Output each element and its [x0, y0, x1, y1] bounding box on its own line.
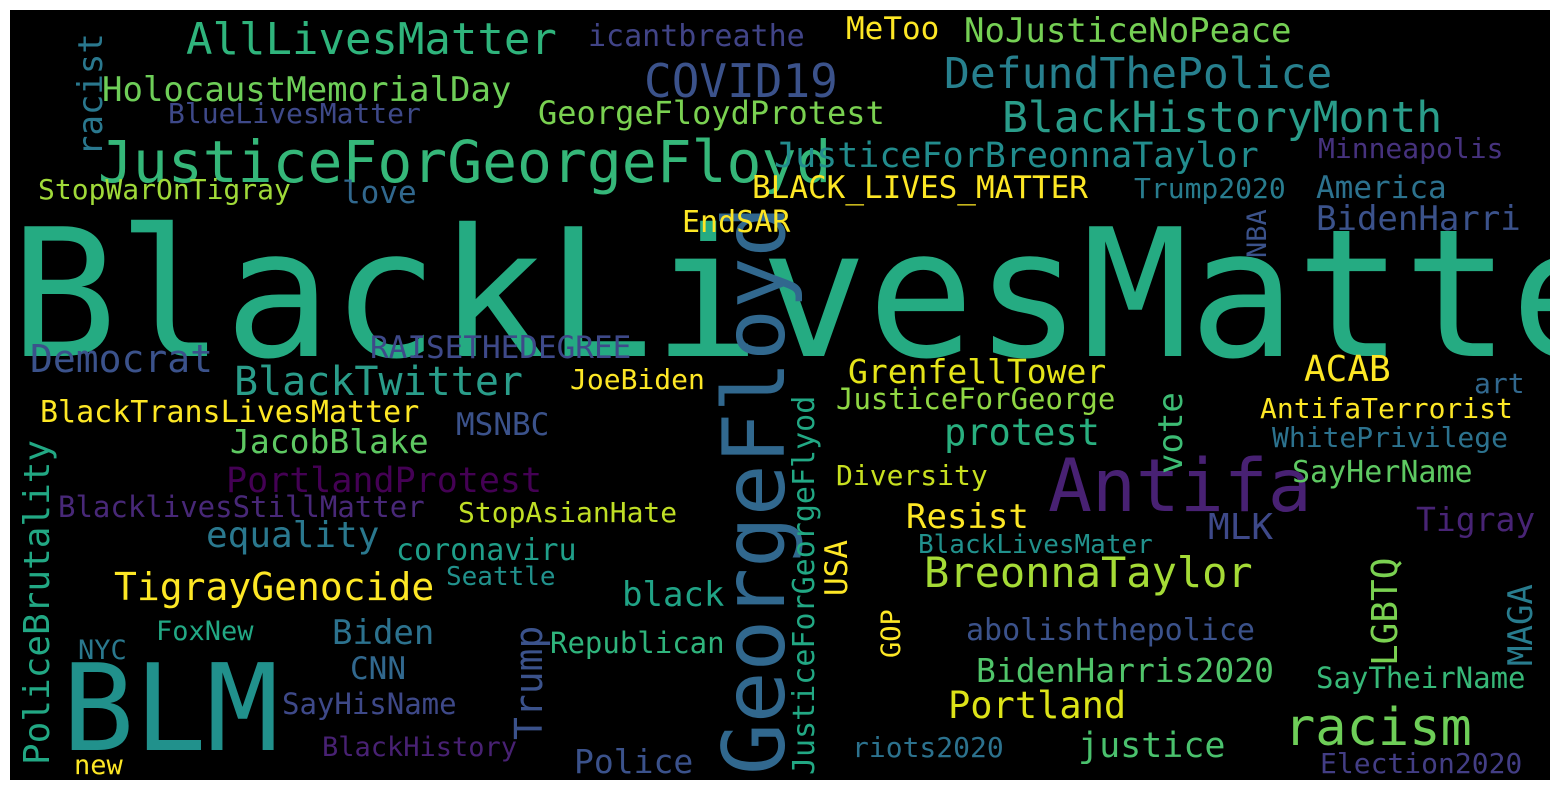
word-sayhisname: SayHisName	[282, 687, 457, 721]
word-minneapolis: Minneapolis	[1318, 132, 1504, 165]
word-antifaterrorist: AntifaTerrorist	[1260, 392, 1513, 425]
word-black: black	[622, 575, 725, 615]
word-covid19: COVID19	[644, 54, 838, 108]
word-blacktwitter: BlackTwitter	[234, 359, 523, 405]
word-blacklivesmater: BlackLivesMater	[918, 530, 1153, 560]
word-election2020: Election2020	[1320, 747, 1523, 780]
word-usa: USA	[819, 540, 855, 596]
word-justiceforgeorgeflyod: JusticeForGeorgeFlyod	[787, 395, 822, 775]
word-riots2020: riots2020	[852, 731, 1004, 764]
word-protest: protest	[944, 411, 1100, 454]
word-racism: racism	[1284, 698, 1472, 758]
word-endsar: EndSAR	[682, 205, 791, 240]
word-equality: equality	[206, 515, 380, 556]
word-icantbreathe: icantbreathe	[588, 19, 805, 54]
word-sayhername: SayHerName	[1292, 455, 1473, 490]
word-tigraygenocide: TigrayGenocide	[114, 565, 435, 609]
word-nba: NBA	[1242, 209, 1273, 258]
word-joebiden: JoeBiden	[570, 363, 705, 396]
word-cnn: CNN	[350, 651, 406, 687]
word-defundthepolice: DefundThePolice	[944, 49, 1333, 99]
word-biden: Biden	[332, 613, 435, 653]
word-holocaustmemorialday: HolocaustMemorialDay	[102, 70, 512, 110]
word-georgefloydprotest: GeorgeFloydProtest	[538, 94, 885, 132]
word-justiceforgeorgefloyd: JusticeForGeorgeFloyd	[98, 128, 832, 196]
word-maga: MAGA	[1501, 584, 1541, 666]
word-acab: ACAB	[1304, 349, 1391, 390]
word-mlk: MLK	[1208, 507, 1274, 548]
word-jacobblake: JacobBlake	[230, 422, 429, 461]
word-racist: racist	[71, 33, 111, 156]
word-blacklivesmatter: BlackLivesMatter	[10, 191, 1550, 398]
word-gop: GOP	[876, 609, 907, 658]
word-metoo: MeToo	[846, 11, 940, 47]
word-art: art	[1474, 367, 1525, 400]
word-nyc: NYC	[78, 635, 127, 666]
word-seattle: Seattle	[446, 562, 556, 592]
word-tigray: Tigray	[1416, 500, 1536, 539]
word-alllivesmatter: AllLivesMatter	[186, 14, 557, 65]
word-blacklivesstillmatter: BlacklivesStillMatter	[58, 490, 425, 524]
word-lgbtq: LGBTQ	[1365, 557, 1406, 666]
word-blackhistorymonth: BlackHistoryMonth	[1002, 93, 1443, 143]
word-trump: Trump	[507, 625, 551, 740]
word-portland: Portland	[948, 684, 1127, 727]
word-antifa: Antifa	[1048, 444, 1312, 529]
word-justiceforgeorge: JusticeForGeorge	[836, 382, 1116, 416]
word-police: Police	[574, 742, 694, 780]
word-breonnataylor: BreonnaTaylor	[924, 548, 1253, 597]
word-raisethedegree: RAISETHEDEGREE	[370, 330, 632, 366]
word-blm: BLM	[62, 640, 279, 779]
word-foxnew: FoxNew	[156, 616, 254, 647]
word-america: America	[1316, 170, 1447, 206]
word-trump2020: Trump2020	[1134, 172, 1286, 205]
word-msnbc: MSNBC	[456, 407, 550, 443]
word-whiteprivilege: WhitePrivilege	[1272, 421, 1509, 454]
word-justiceforbreonnataylor: JusticeForBreonnaTaylor	[774, 136, 1259, 176]
word-vote: vote	[1151, 392, 1191, 474]
word-saytheirname: SayTheirName	[1316, 661, 1526, 695]
word-stopasianhate: StopAsianHate	[458, 496, 678, 529]
word-stopwarontigray: StopWarOnTigray	[38, 173, 291, 206]
word-georgefloyd: GeorgeFloyd	[705, 205, 805, 775]
word-portlandprotest: PortlandProtest	[226, 461, 543, 501]
word-diversity: Diversity	[836, 459, 988, 492]
word-black-lives-matter-caps: BLACK_LIVES_MATTER	[752, 170, 1088, 206]
word-blackhistory: BlackHistory	[322, 732, 518, 763]
word-bidenharris2020: BidenHarris2020	[976, 651, 1275, 690]
word-republican: Republican	[550, 626, 725, 660]
word-abolishthepolice: abolishthepolice	[966, 613, 1255, 648]
word-bluelivesmatter: BlueLivesMatter	[168, 97, 421, 130]
word-policebrutality: PoliceBrutality	[17, 439, 58, 765]
word-blacktranslivesmatter: BlackTransLivesMatter	[40, 395, 420, 430]
word-coronaviru: coronaviru	[396, 533, 577, 568]
word-new: new	[74, 750, 123, 780]
word-democrat: Democrat	[30, 337, 214, 381]
word-love: love	[342, 175, 417, 211]
word-nojusticenopeace: NoJusticeNoPeace	[964, 11, 1292, 51]
word-justice: justice	[1078, 726, 1226, 766]
word-bidenharri: BidenHarri	[1316, 199, 1521, 239]
word-cloud: BlackLivesMatter BLM GeorgeFloyd Antifa …	[10, 10, 1550, 780]
word-grenfelltower: GrenfellTower	[848, 352, 1107, 391]
word-resist: Resist	[906, 497, 1029, 537]
